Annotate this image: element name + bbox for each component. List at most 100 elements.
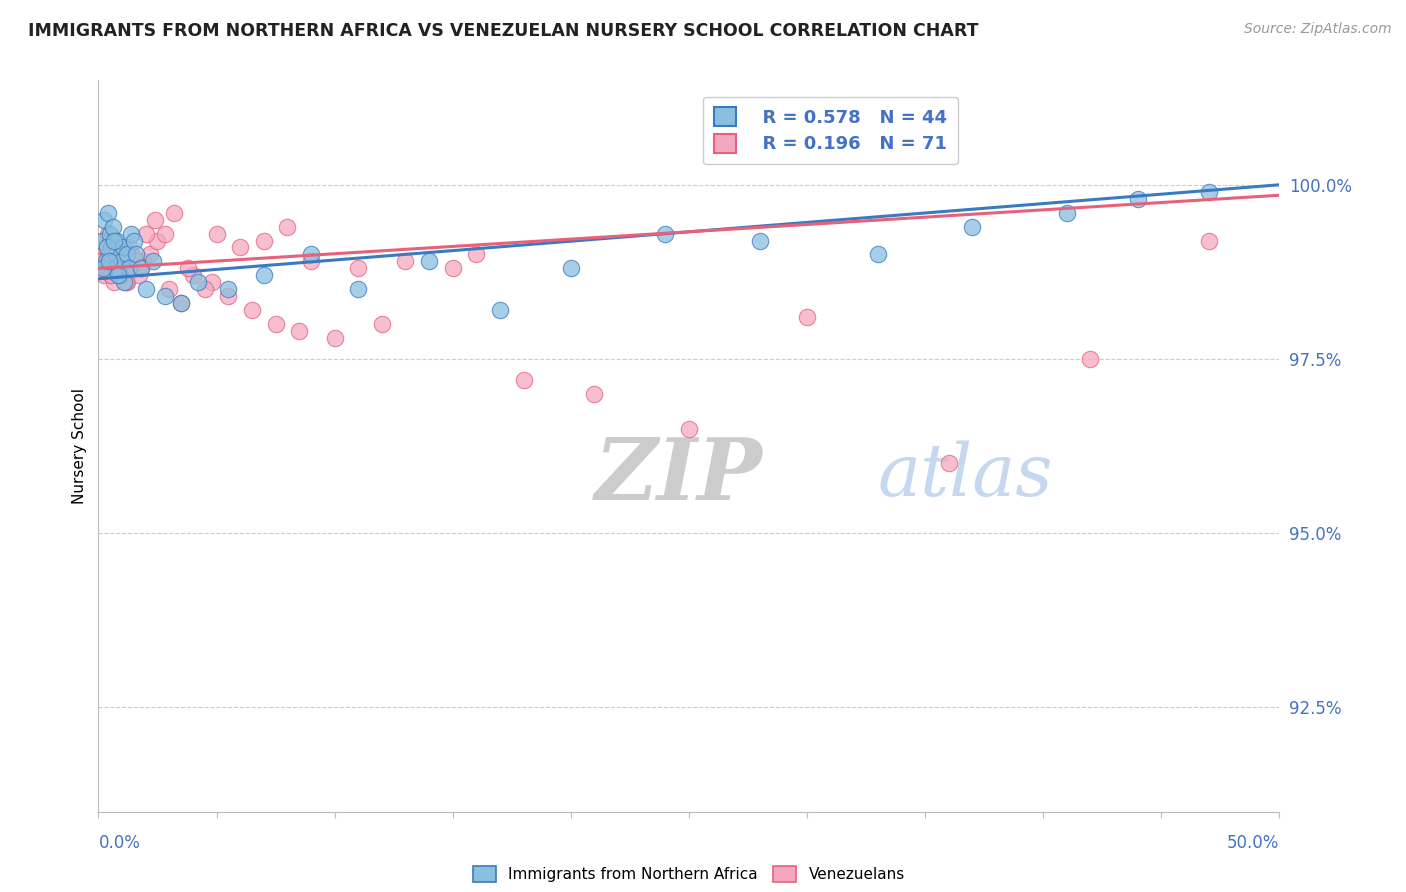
Point <box>112 240 135 254</box>
Point <box>170 296 193 310</box>
Point <box>276 219 298 234</box>
Point <box>962 219 984 234</box>
Point <box>1198 234 1220 248</box>
Point <box>394 254 416 268</box>
Text: atlas: atlas <box>877 440 1053 510</box>
Point <box>253 234 276 248</box>
Point <box>94 261 117 276</box>
Point <box>1198 185 1220 199</box>
Point <box>98 247 121 261</box>
Point <box>97 205 120 219</box>
Point <box>135 282 157 296</box>
Point <box>170 296 193 310</box>
Point <box>115 275 138 289</box>
Text: 0.0%: 0.0% <box>98 834 141 852</box>
Point <box>465 247 488 261</box>
Point <box>100 240 122 254</box>
Point <box>115 247 138 261</box>
Point <box>217 282 239 296</box>
Y-axis label: Nursery School: Nursery School <box>72 388 87 504</box>
Point <box>347 282 370 296</box>
Point <box>97 227 120 241</box>
Point <box>240 303 263 318</box>
Point <box>118 240 141 254</box>
Point <box>299 254 322 268</box>
Point <box>108 268 131 283</box>
Point <box>101 254 124 268</box>
Point <box>108 254 131 268</box>
Point <box>108 247 131 261</box>
Point <box>194 282 217 296</box>
Point <box>121 227 143 241</box>
Point <box>98 261 121 276</box>
Point <box>111 254 134 268</box>
Point <box>97 247 120 261</box>
Point <box>205 227 228 241</box>
Point <box>90 254 112 268</box>
Point <box>112 254 135 268</box>
Point <box>299 247 322 261</box>
Point <box>139 247 162 261</box>
Point <box>512 373 534 387</box>
Point <box>101 219 124 234</box>
Point <box>128 268 150 283</box>
Point <box>107 268 129 283</box>
Point <box>143 212 166 227</box>
Text: 50.0%: 50.0% <box>1227 834 1279 852</box>
Point <box>560 261 582 276</box>
Point <box>91 234 114 248</box>
Point <box>125 254 148 268</box>
Point <box>129 261 152 276</box>
Point <box>104 261 127 276</box>
Point <box>142 254 165 268</box>
Point <box>253 268 276 283</box>
Point <box>132 254 155 268</box>
Point <box>107 261 129 276</box>
Point <box>93 212 115 227</box>
Point <box>187 275 209 289</box>
Point <box>105 234 128 248</box>
Point <box>371 317 394 331</box>
Point <box>91 234 114 248</box>
Point <box>153 289 176 303</box>
Point <box>112 275 135 289</box>
Point <box>796 310 818 325</box>
Point <box>1080 351 1102 366</box>
Point <box>177 261 200 276</box>
Point <box>100 268 122 283</box>
Point <box>111 268 134 283</box>
Point <box>105 261 128 276</box>
Point <box>104 247 127 261</box>
Point <box>678 421 700 435</box>
Point <box>135 227 157 241</box>
Point <box>163 205 186 219</box>
Point <box>98 254 121 268</box>
Point <box>118 261 141 276</box>
Point <box>103 275 125 289</box>
Point <box>441 261 464 276</box>
Point <box>938 457 960 471</box>
Point <box>91 261 114 276</box>
Point <box>146 234 169 248</box>
Point <box>229 240 252 254</box>
Point <box>91 261 114 276</box>
Text: Source: ZipAtlas.com: Source: ZipAtlas.com <box>1244 22 1392 37</box>
Point <box>117 261 139 276</box>
Point <box>181 268 204 283</box>
Point <box>94 240 117 254</box>
Point <box>489 303 512 318</box>
Point <box>96 240 118 254</box>
Point <box>748 234 770 248</box>
Point <box>129 261 152 276</box>
Point <box>418 254 440 268</box>
Point <box>93 268 115 283</box>
Point <box>125 247 148 261</box>
Point <box>122 234 145 248</box>
Point <box>101 234 124 248</box>
Point <box>96 254 118 268</box>
Point <box>217 289 239 303</box>
Point <box>93 240 115 254</box>
Point <box>288 324 311 338</box>
Text: ZIP: ZIP <box>595 434 762 517</box>
Legend: Immigrants from Northern Africa, Venezuelans: Immigrants from Northern Africa, Venezue… <box>467 860 911 888</box>
